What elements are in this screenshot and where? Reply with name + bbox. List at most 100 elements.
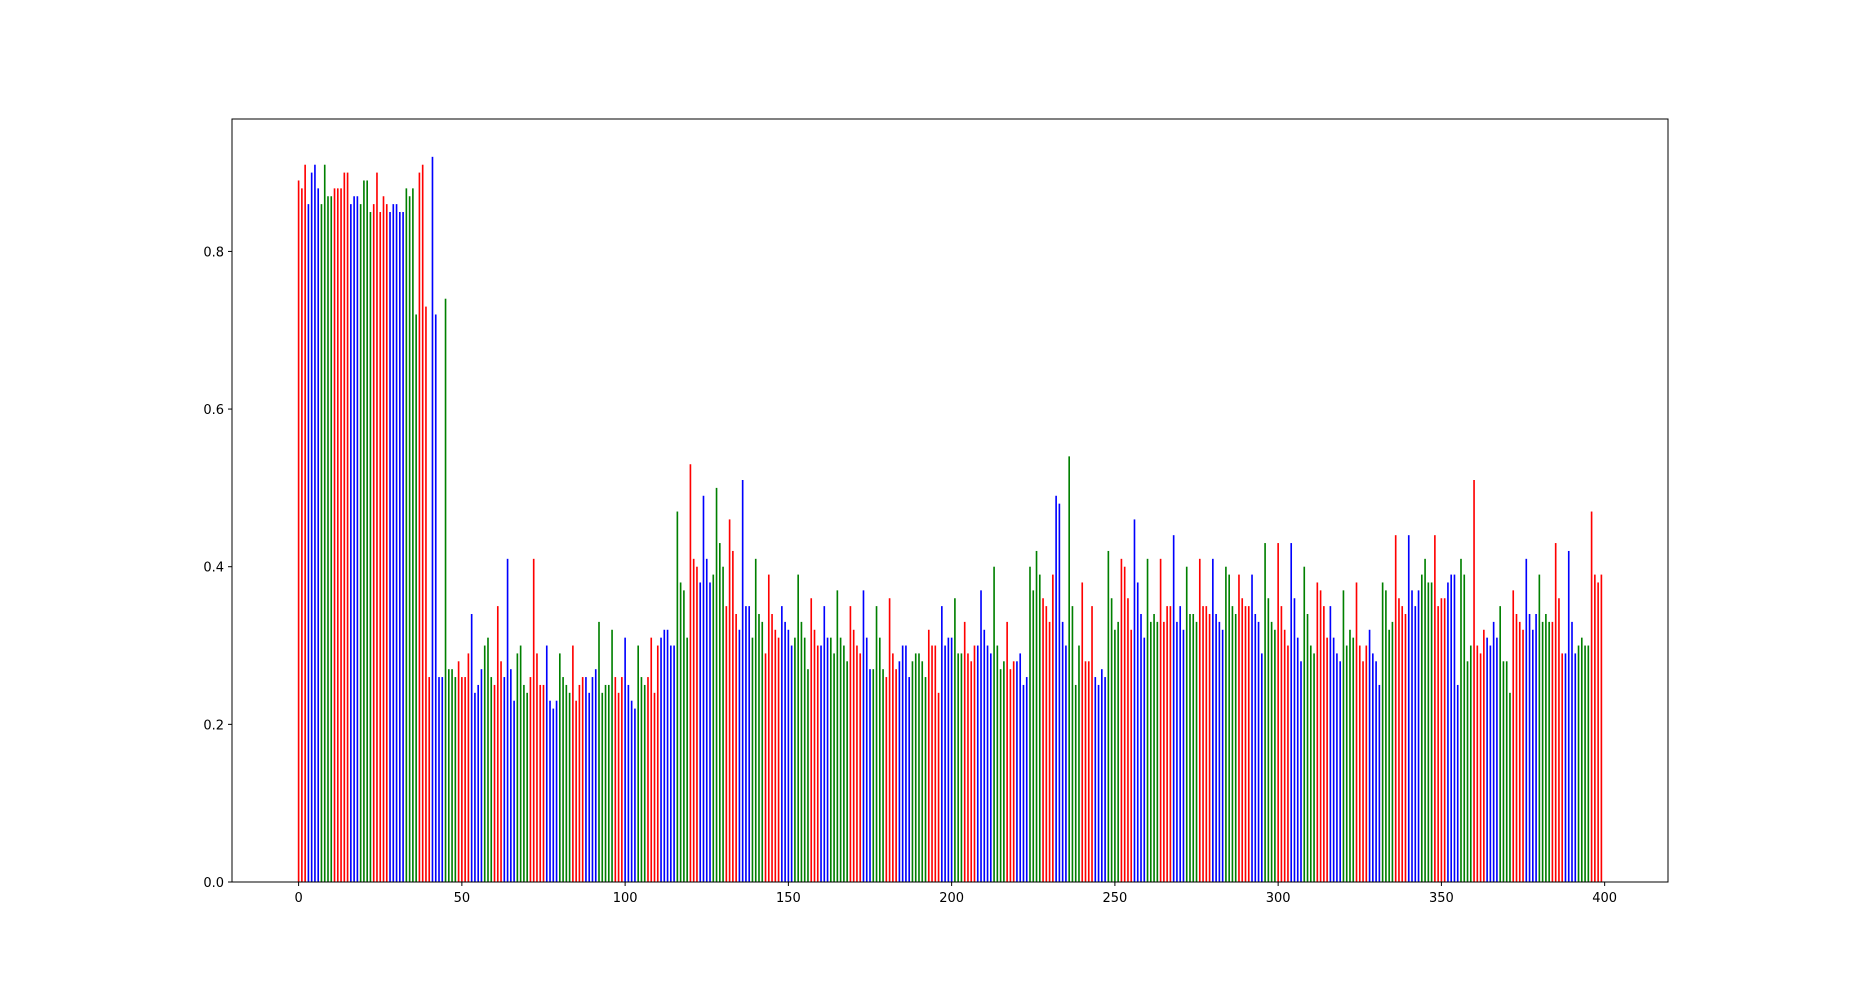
bar bbox=[1296, 637, 1299, 882]
bar bbox=[650, 637, 653, 882]
bar bbox=[428, 677, 431, 882]
bar bbox=[1159, 558, 1162, 882]
x-tick-label: 100 bbox=[613, 891, 638, 906]
bar bbox=[732, 550, 734, 882]
bar bbox=[1045, 606, 1048, 882]
bar bbox=[572, 645, 574, 882]
bar bbox=[1502, 661, 1505, 882]
bar bbox=[862, 590, 865, 882]
bar bbox=[496, 606, 499, 882]
plot-frame bbox=[231, 118, 1669, 883]
bar bbox=[931, 645, 933, 882]
bar bbox=[1244, 606, 1247, 882]
bar bbox=[1042, 598, 1044, 882]
bar bbox=[1205, 606, 1208, 882]
bar bbox=[683, 590, 685, 882]
bar bbox=[1600, 574, 1603, 882]
bar bbox=[1394, 535, 1397, 882]
bar bbox=[637, 645, 639, 882]
bar bbox=[787, 629, 790, 882]
bar bbox=[402, 212, 404, 883]
bar bbox=[549, 700, 551, 882]
bar bbox=[905, 645, 907, 882]
bar bbox=[1172, 535, 1175, 882]
bar bbox=[1332, 637, 1335, 882]
bar bbox=[1231, 606, 1234, 882]
bar bbox=[1349, 629, 1351, 882]
bar bbox=[513, 700, 515, 882]
bar bbox=[1189, 614, 1191, 882]
bar bbox=[830, 637, 832, 882]
bar bbox=[1176, 621, 1178, 882]
bar bbox=[529, 677, 532, 882]
bar bbox=[813, 629, 816, 882]
y-tick-label: 0.8 bbox=[203, 245, 224, 260]
x-tick-label: 300 bbox=[1266, 891, 1291, 906]
bar bbox=[575, 700, 577, 882]
bar bbox=[803, 637, 806, 882]
bar bbox=[640, 677, 643, 882]
bar bbox=[1267, 598, 1270, 882]
bar bbox=[846, 661, 848, 882]
bar bbox=[1212, 558, 1214, 882]
bar bbox=[1283, 629, 1286, 882]
bar bbox=[1453, 574, 1456, 882]
bar bbox=[536, 653, 538, 882]
y-tick-label: 0.0 bbox=[203, 876, 224, 891]
bar bbox=[1287, 645, 1289, 882]
bar bbox=[999, 669, 1002, 882]
bar bbox=[614, 677, 617, 882]
bar bbox=[826, 637, 829, 882]
bar bbox=[1584, 645, 1586, 882]
bar bbox=[585, 677, 587, 882]
bar bbox=[751, 637, 754, 882]
bar bbox=[1355, 582, 1358, 882]
bar bbox=[1300, 661, 1302, 882]
bar bbox=[385, 204, 388, 882]
bar bbox=[878, 637, 881, 882]
x-tick-label: 350 bbox=[1429, 891, 1454, 906]
bar bbox=[1466, 661, 1469, 882]
bar bbox=[444, 298, 447, 883]
bar bbox=[1084, 661, 1087, 882]
bar bbox=[1567, 550, 1570, 882]
bar bbox=[389, 212, 391, 883]
bar bbox=[869, 669, 871, 882]
bar bbox=[376, 172, 378, 882]
bar bbox=[937, 692, 940, 882]
bar bbox=[895, 669, 897, 882]
bar bbox=[1136, 582, 1139, 882]
bar bbox=[941, 606, 943, 882]
bar bbox=[1078, 645, 1080, 882]
bar bbox=[810, 598, 813, 882]
bar bbox=[856, 645, 858, 882]
bar bbox=[1483, 629, 1485, 882]
bar bbox=[1407, 535, 1410, 882]
bar bbox=[627, 684, 630, 882]
bar bbox=[1185, 566, 1188, 882]
bar bbox=[1153, 614, 1155, 882]
bar bbox=[1280, 606, 1283, 882]
bar bbox=[954, 598, 956, 882]
bar bbox=[1385, 590, 1387, 882]
bar bbox=[1434, 535, 1436, 882]
bar bbox=[1061, 621, 1064, 882]
bar bbox=[993, 566, 995, 882]
bar bbox=[1198, 558, 1201, 882]
bar bbox=[1032, 590, 1035, 882]
bar bbox=[888, 598, 891, 882]
bar bbox=[323, 164, 326, 883]
bar bbox=[1117, 621, 1119, 882]
bar bbox=[1525, 558, 1528, 882]
bar bbox=[1215, 614, 1217, 882]
bar bbox=[516, 653, 519, 882]
bar bbox=[663, 629, 666, 882]
bar bbox=[1594, 574, 1596, 882]
bar bbox=[523, 684, 525, 882]
bar bbox=[447, 669, 450, 882]
bar bbox=[1388, 629, 1390, 882]
bar bbox=[1577, 645, 1580, 882]
bar bbox=[467, 653, 470, 882]
bar bbox=[1548, 621, 1550, 882]
